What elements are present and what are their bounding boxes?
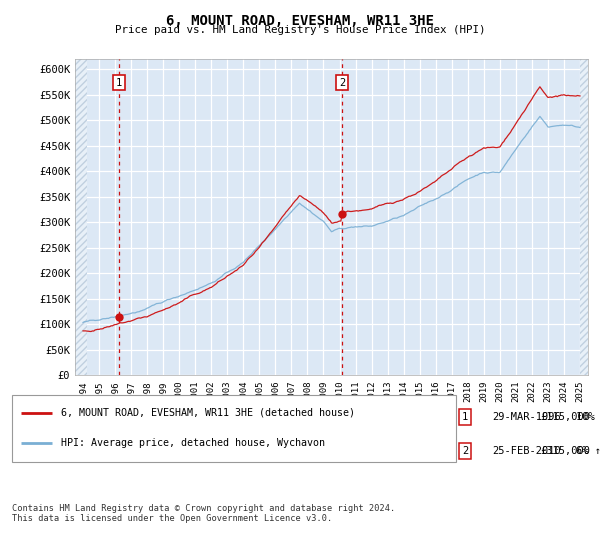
Text: 6% ↑ HPI: 6% ↑ HPI bbox=[576, 446, 600, 456]
Text: 25-FEB-2010: 25-FEB-2010 bbox=[492, 446, 561, 456]
Text: HPI: Average price, detached house, Wychavon: HPI: Average price, detached house, Wych… bbox=[61, 438, 325, 448]
Text: 2: 2 bbox=[462, 446, 468, 456]
Text: 1: 1 bbox=[462, 412, 468, 422]
Text: Price paid vs. HM Land Registry's House Price Index (HPI): Price paid vs. HM Land Registry's House … bbox=[115, 25, 485, 35]
Text: 6, MOUNT ROAD, EVESHAM, WR11 3HE (detached house): 6, MOUNT ROAD, EVESHAM, WR11 3HE (detach… bbox=[61, 408, 355, 418]
Text: 10% ↑ HPI: 10% ↑ HPI bbox=[576, 412, 600, 422]
Text: Contains HM Land Registry data © Crown copyright and database right 2024.
This d: Contains HM Land Registry data © Crown c… bbox=[12, 504, 395, 524]
FancyBboxPatch shape bbox=[12, 395, 456, 462]
Text: 6, MOUNT ROAD, EVESHAM, WR11 3HE: 6, MOUNT ROAD, EVESHAM, WR11 3HE bbox=[166, 14, 434, 28]
Text: £315,000: £315,000 bbox=[540, 446, 590, 456]
Text: 29-MAR-1996: 29-MAR-1996 bbox=[492, 412, 561, 422]
Text: 2: 2 bbox=[339, 77, 345, 87]
Text: £115,000: £115,000 bbox=[540, 412, 590, 422]
Text: 1: 1 bbox=[116, 77, 122, 87]
